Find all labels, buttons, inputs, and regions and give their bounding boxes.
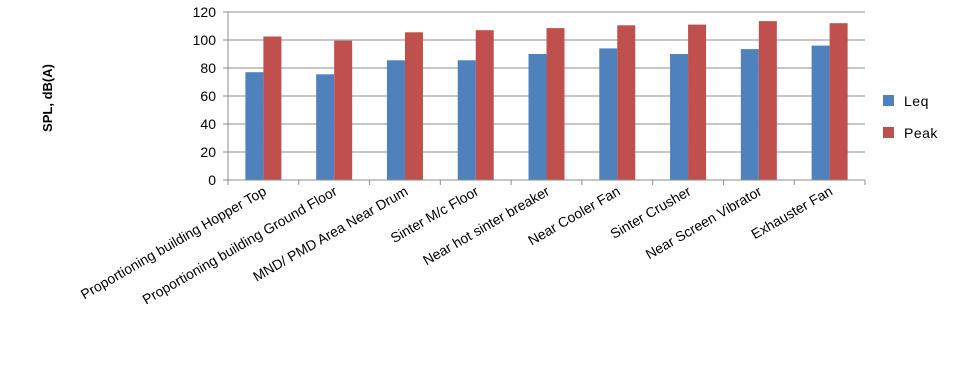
x-tick-label: Near Screen Vibrator <box>643 183 765 263</box>
legend: Leq Peak <box>883 93 938 141</box>
legend-swatch-leq <box>883 95 894 106</box>
y-tick-label: 40 <box>200 116 216 132</box>
y-axis-ticks: 0 20 40 60 80 100 120 <box>193 4 228 188</box>
bar-leq-2 <box>316 74 335 180</box>
y-tick-label: 100 <box>193 32 217 48</box>
x-axis-ticks: Proportioning building Hopper TopProport… <box>78 180 866 308</box>
x-tick-label: Near hot sinter breaker <box>420 183 552 269</box>
axes <box>227 12 865 181</box>
y-tick-label: 120 <box>193 4 217 20</box>
legend-label-leq: Leq <box>904 93 929 109</box>
legend-label-peak: Peak <box>904 125 938 141</box>
bar-peak-1 <box>263 36 282 180</box>
bar-peak-9 <box>829 23 848 181</box>
y-axis-label: SPL, dB(A) <box>40 64 55 132</box>
bar-peak-7 <box>688 24 707 180</box>
bar-peak-8 <box>758 21 777 180</box>
bar-leq-4 <box>457 60 476 180</box>
bar-peak-3 <box>404 32 423 180</box>
bar-peak-5 <box>546 28 565 180</box>
bar-leq-1 <box>245 72 264 180</box>
bar-peak-2 <box>334 40 353 181</box>
y-tick-label: 0 <box>208 172 216 188</box>
bar-leq-8 <box>740 49 759 180</box>
y-tick-label: 20 <box>200 144 216 160</box>
bar-leq-7 <box>670 54 689 180</box>
bar-leq-6 <box>599 48 618 181</box>
y-tick-label: 80 <box>200 60 216 76</box>
legend-swatch-peak <box>883 127 894 138</box>
bars <box>245 21 848 181</box>
y-tick-label: 60 <box>200 88 216 104</box>
bar-leq-3 <box>386 60 405 180</box>
bar-peak-4 <box>475 30 494 181</box>
bar-leq-9 <box>811 45 830 180</box>
bar-leq-5 <box>528 54 547 180</box>
bar-peak-6 <box>617 25 636 180</box>
